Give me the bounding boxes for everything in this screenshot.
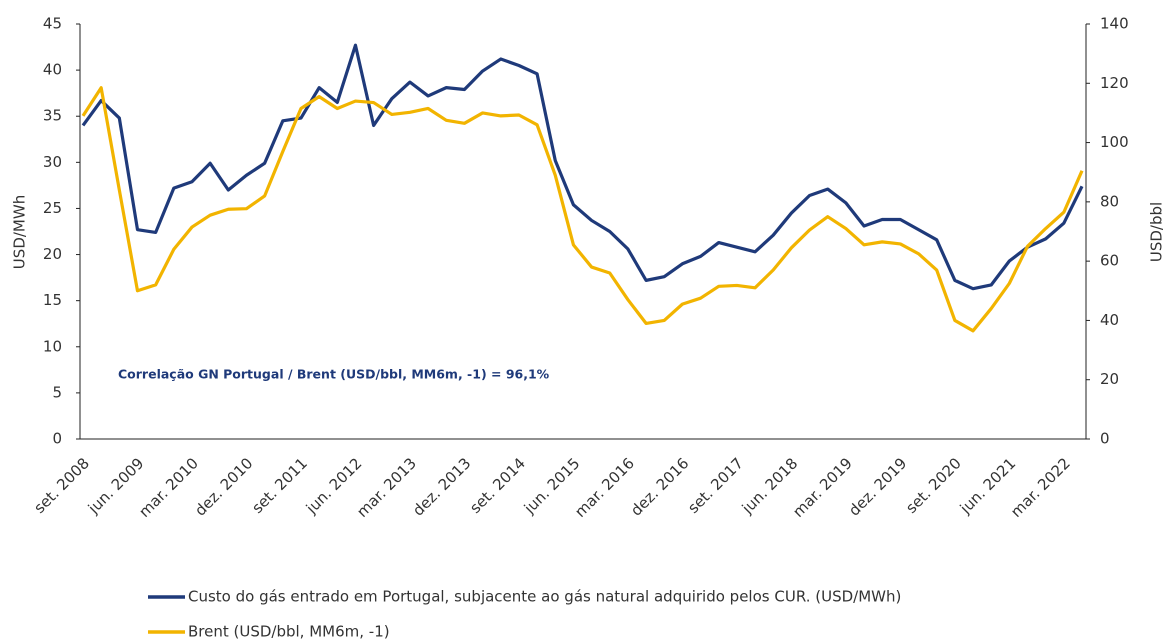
- x-tick-label: mar. 2019: [789, 454, 856, 521]
- x-tick-label: dez. 2010: [191, 454, 256, 519]
- y-tick-label: 5: [52, 383, 62, 401]
- series-line: [81, 43, 1084, 291]
- y2-tick-label: 100: [1100, 133, 1129, 151]
- legend-label: Brent (USD/bbl, MM6m, -1): [188, 623, 390, 641]
- x-tick-label: set. 2014: [466, 454, 529, 517]
- y2-tick-label: 120: [1100, 74, 1129, 92]
- y-axis-title: USD/MWh: [11, 195, 29, 269]
- y2-axis-title: USD/bbl: [1148, 202, 1166, 262]
- y-tick-label: 40: [43, 61, 62, 79]
- y-tick-label: 35: [43, 107, 62, 125]
- x-tick-label: dez. 2016: [627, 454, 692, 519]
- y-tick-label: 25: [43, 199, 62, 217]
- y2-tick-label: 20: [1100, 370, 1119, 388]
- y-tick-label: 0: [52, 430, 62, 448]
- x-tick-label: mar. 2016: [571, 454, 638, 521]
- x-tick-label: set. 2020: [902, 454, 965, 517]
- x-tick-label: mar. 2010: [135, 454, 202, 521]
- x-tick-label: mar. 2013: [353, 454, 420, 521]
- x-tick-label: set. 2011: [248, 454, 311, 517]
- legend-label: Custo do gás entrado em Portugal, subjac…: [188, 588, 901, 606]
- x-tick-label: set. 2017: [684, 454, 747, 517]
- x-tick-label: dez. 2019: [845, 454, 910, 519]
- y2-tick-label: 60: [1100, 252, 1119, 270]
- x-tick-label: set. 2008: [30, 454, 93, 517]
- x-tick-label: mar. 2022: [1007, 454, 1074, 521]
- annotation: Correlação GN Portugal / Brent (USD/bbl,…: [118, 367, 550, 382]
- y2-tick-label: 80: [1100, 192, 1119, 210]
- y-tick-label: 20: [43, 245, 62, 263]
- y-tick-label: 30: [43, 153, 62, 171]
- y-tick-label: 10: [43, 337, 62, 355]
- y2-tick-label: 40: [1100, 311, 1119, 329]
- y2-tick-label: 0: [1100, 430, 1110, 448]
- y2-tick-label: 140: [1100, 15, 1129, 33]
- y-tick-label: 15: [43, 291, 62, 309]
- series-line: [81, 86, 1084, 333]
- y-tick-label: 45: [43, 15, 62, 33]
- x-tick-label: dez. 2013: [409, 454, 474, 519]
